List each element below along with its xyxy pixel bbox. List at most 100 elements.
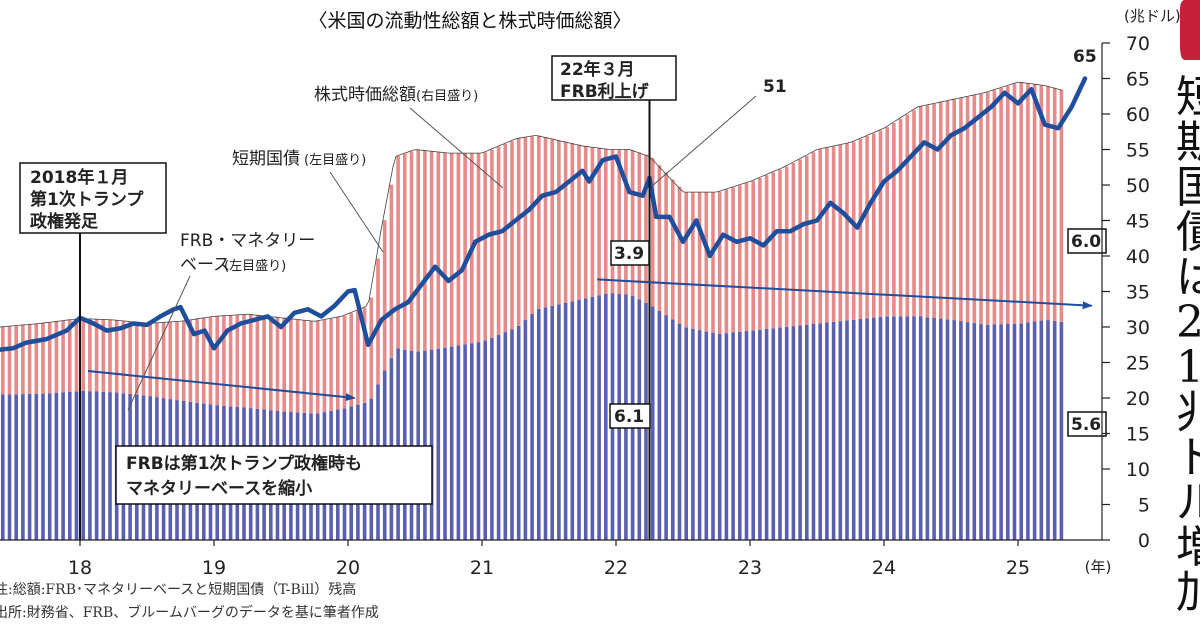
monetary-base-bar	[1012, 323, 1017, 540]
monetary-base-bar	[47, 393, 52, 540]
monetary-base-bar	[979, 324, 983, 540]
monetary-base-bar	[818, 323, 822, 540]
tbill-bar	[61, 320, 65, 393]
tbill-bar	[275, 317, 280, 411]
side-text-char: 国	[1176, 162, 1200, 213]
side-text-char: 2	[1176, 297, 1200, 348]
tbill-bar	[1026, 83, 1030, 323]
tbill-series-sublabel: (左目盛り)	[304, 153, 366, 168]
monetary-base-bar	[496, 334, 501, 540]
footnote-line-1: 注:総額:FRB･マネタリーベースと短期国債（T-Bill）残高	[0, 581, 356, 598]
tbill-bar	[791, 163, 796, 327]
monetary-base-bar	[510, 329, 514, 540]
monetary-base-bar	[476, 342, 481, 540]
monetary-base-bar	[570, 301, 575, 540]
tbill-bar	[905, 114, 910, 317]
side-text-char: ル	[1176, 477, 1200, 528]
value-box-6-1	[609, 403, 651, 429]
tbill-bar	[262, 315, 266, 410]
tbill-bar	[771, 172, 776, 329]
tbill-bar	[550, 138, 554, 306]
tbill-bar	[1059, 89, 1064, 322]
tbill-series-label: 短期国債	[232, 149, 300, 169]
tbill-bar	[94, 319, 99, 392]
monetary-base-bar	[1, 394, 5, 540]
monetary-base-bar	[791, 326, 796, 540]
tbill-bar	[751, 180, 755, 331]
tbill-bar	[483, 152, 487, 341]
tbill-bar	[563, 141, 568, 303]
monetary-base-bar	[657, 310, 662, 540]
tbill-bar	[168, 322, 173, 400]
event-label-text: 第1次トランプ	[30, 189, 144, 210]
tbill-bar	[74, 319, 79, 392]
x-tick-label: 20	[336, 557, 360, 579]
y-tick-label: 40	[1126, 246, 1150, 268]
tbill-bar	[885, 127, 889, 317]
tbill-bar	[175, 321, 179, 401]
monetary-base-bar	[945, 319, 950, 540]
monetary-base-bar	[490, 337, 494, 540]
tbill-bar	[27, 324, 32, 394]
tbill-bar	[818, 149, 822, 324]
monetary-base-bar	[851, 319, 856, 540]
tbill-bar	[657, 165, 662, 311]
tbill-bar	[315, 321, 320, 414]
tbill-bar	[697, 192, 702, 331]
monetary-base-bar	[704, 331, 709, 540]
tbill-bar	[21, 325, 25, 395]
monetary-base-bar	[516, 325, 521, 540]
tbill-bar	[396, 156, 400, 349]
tbill-bar	[999, 88, 1003, 325]
tbill-bar	[530, 136, 534, 314]
tbill-bar	[577, 144, 581, 300]
tbill-bar	[516, 138, 521, 326]
tbill-bar	[88, 318, 92, 392]
tbill-bar	[349, 313, 353, 407]
x-tick-label: 21	[470, 557, 494, 579]
monetary-base-bar	[101, 391, 106, 540]
monetary-base-bar	[684, 327, 688, 540]
x-tick-label: 19	[202, 557, 226, 579]
tbill-bar	[778, 169, 782, 328]
value-label-6-0: 6.0	[1071, 232, 1101, 252]
monetary-base-bar	[463, 344, 467, 540]
tbill-bar	[704, 192, 709, 332]
tbill-bar	[805, 155, 809, 325]
tbill-bar	[188, 320, 193, 402]
monetary-base-bar	[429, 349, 434, 540]
monetary-base-bar	[831, 321, 836, 540]
tbill-bar	[664, 172, 668, 316]
leader-line	[127, 275, 191, 411]
tbill-bar	[630, 150, 635, 296]
tbill-bar	[758, 178, 762, 330]
tbill-bar	[865, 136, 869, 319]
y-tick-label: 50	[1126, 175, 1150, 197]
y-tick-label: 0	[1138, 530, 1150, 552]
tbill-bar	[242, 314, 246, 408]
value-label-5-6: 5.6	[1071, 415, 1101, 435]
x-tick-label: 18	[68, 557, 92, 579]
tbill-bar	[724, 189, 729, 334]
tbill-bar	[342, 315, 347, 409]
tbill-bar	[416, 149, 420, 352]
tbill-bar	[650, 158, 655, 307]
tbill-bar	[1032, 84, 1037, 322]
tbill-bar	[47, 322, 52, 394]
tbill-bar	[121, 320, 126, 394]
y-axis-unit: (兆ドル)	[1124, 7, 1181, 25]
tbill-bar	[1006, 85, 1010, 325]
mb-series-label: FRB・マネタリー	[180, 231, 315, 251]
monetary-base-bar	[717, 334, 722, 540]
tbill-bar	[583, 146, 588, 299]
mb-series-label: ベース	[180, 255, 230, 275]
tbill-bar	[617, 149, 621, 294]
tbill-bar	[570, 143, 575, 302]
tbill-bar	[382, 220, 387, 371]
tbill-bar	[389, 184, 394, 359]
value-label-3-9: 3.9	[614, 244, 644, 264]
tbill-bar	[1046, 86, 1050, 321]
monetary-base-bar	[885, 316, 889, 540]
tbill-bar	[235, 315, 240, 407]
